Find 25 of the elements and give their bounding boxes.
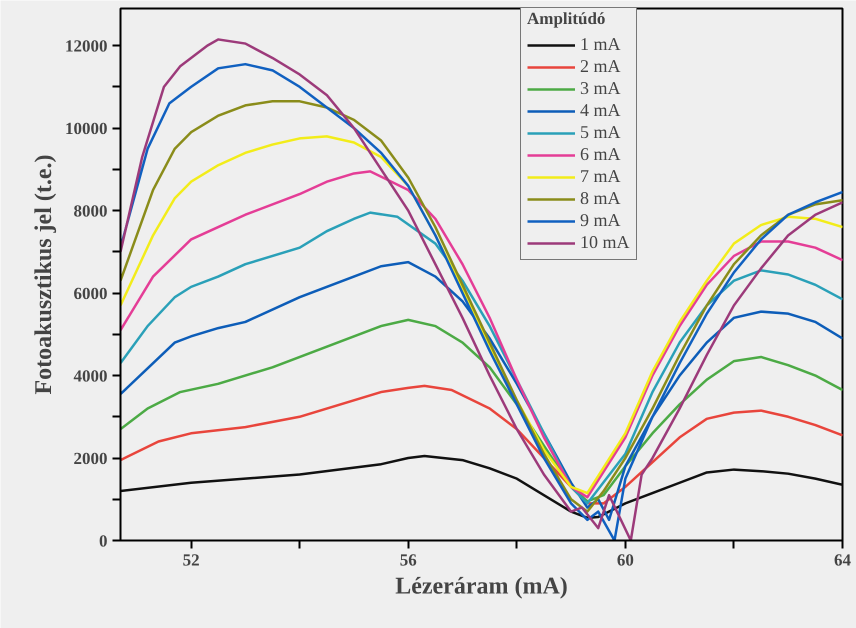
y-tick-label: 8000 [74, 202, 108, 221]
y-axis-title: Fotoakusztikus jel (t.e.) [31, 154, 57, 394]
legend-label: 2 mA [580, 56, 620, 77]
x-tick-label: 60 [616, 550, 634, 570]
x-tick-label: 52 [182, 550, 200, 570]
legend-title: Amplitúdó [527, 9, 606, 29]
legend-label: 9 mA [580, 210, 620, 231]
y-tick-label: 2000 [74, 449, 108, 468]
legend-label: 4 mA [580, 100, 620, 121]
legend-label: 8 mA [580, 188, 620, 209]
x-tick-label: 56 [400, 550, 417, 570]
y-tick-label: 10000 [65, 119, 108, 138]
x-axis-title: Lézeráram (mA) [395, 574, 568, 600]
legend-label: 3 mA [580, 78, 620, 99]
x-tick-label: 64 [834, 550, 852, 570]
legend-label: 7 mA [580, 166, 620, 187]
y-tick-label: 12000 [65, 36, 108, 56]
y-tick-label: 4000 [74, 366, 108, 386]
legend-label: 6 mA [580, 144, 620, 165]
line-series [120, 454, 842, 520]
y-tick-label: 6000 [74, 284, 108, 304]
legend-label: 5 mA [580, 122, 620, 143]
legend-label: 10 mA [580, 232, 630, 253]
y-tick-label: 0 [99, 532, 108, 550]
legend-label: 1 mA [580, 34, 620, 55]
